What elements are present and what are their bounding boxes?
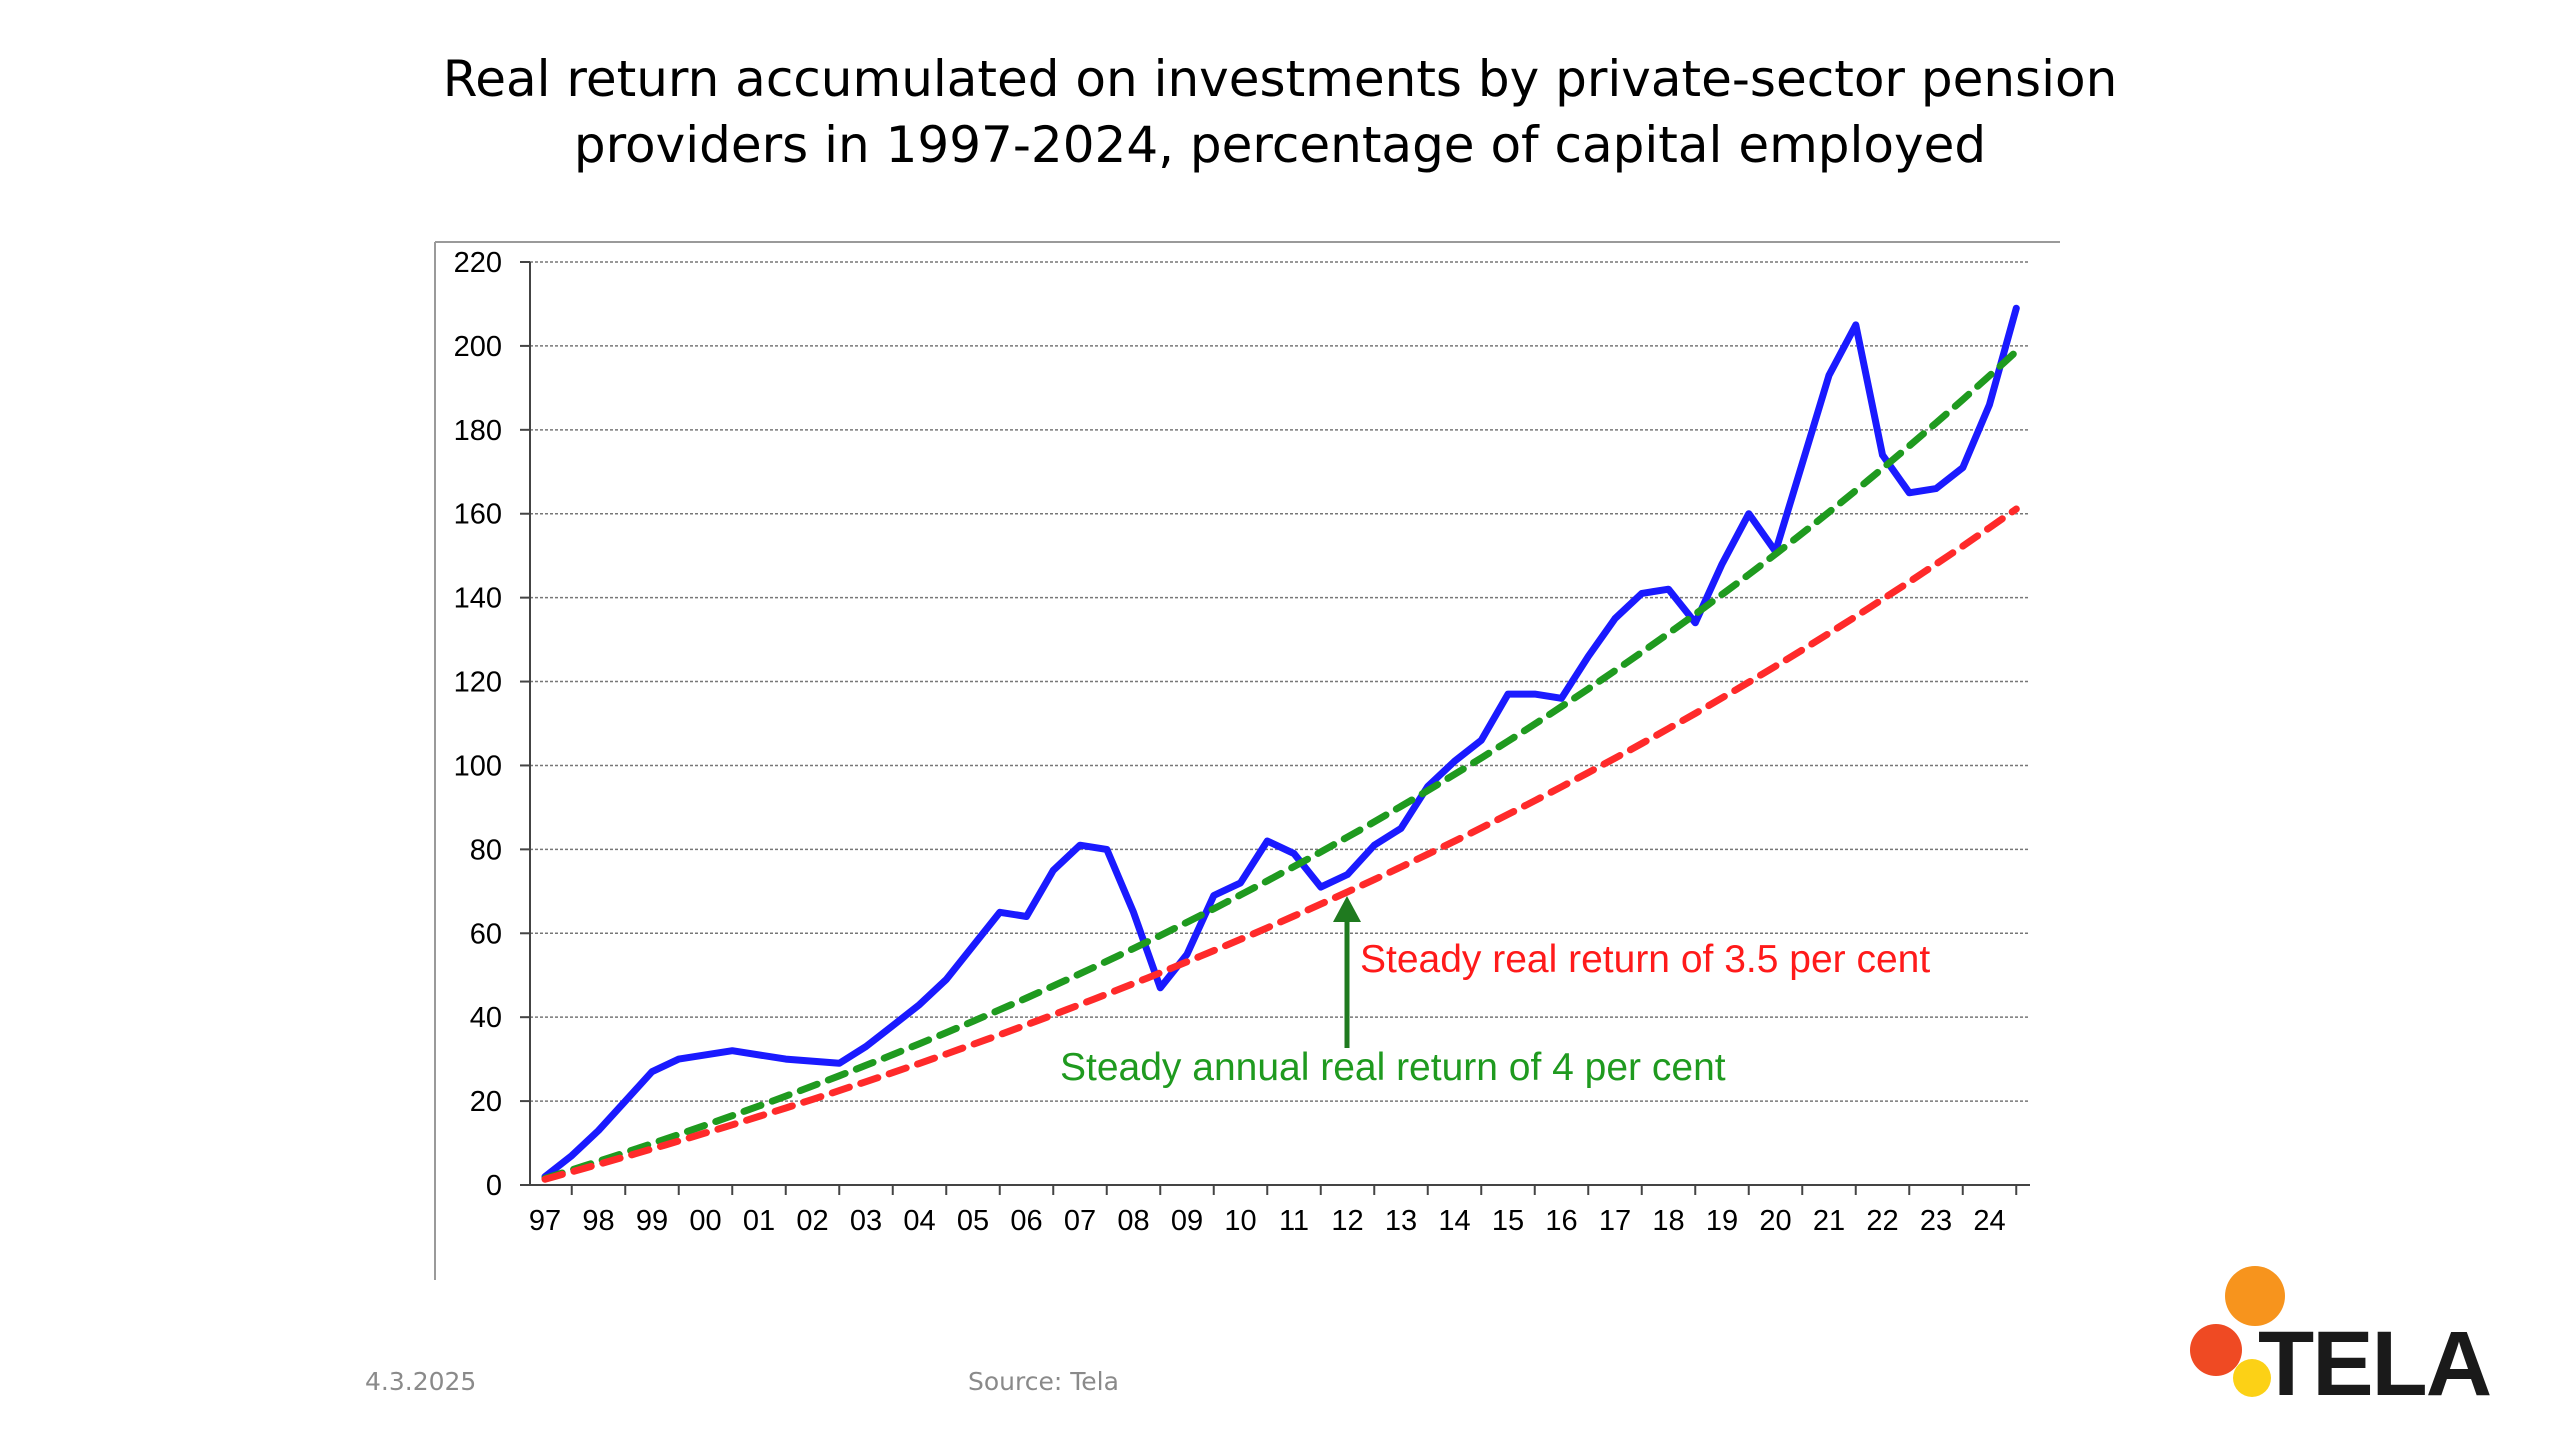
y-tick-label: 100 [454,750,502,782]
x-tick-label: 02 [796,1205,828,1237]
annotation-4-percent: Steady annual real return of 4 per cent [1060,1046,1726,1089]
x-tick-label: 10 [1224,1205,1256,1237]
y-tick-label: 60 [470,918,502,950]
logo-yellow-dot [2233,1359,2271,1397]
x-tick-label: 16 [1545,1205,1577,1237]
y-tick-label: 180 [454,415,502,447]
y-tick-label: 140 [454,583,502,615]
x-tick-label: 04 [903,1205,935,1237]
x-tick-label: 00 [689,1205,721,1237]
x-tick-label: 05 [957,1205,989,1237]
x-tick-label: 18 [1652,1205,1684,1237]
x-tick-label: 97 [529,1205,561,1237]
x-tick-label: 19 [1706,1205,1738,1237]
y-tick-label: 80 [470,834,502,866]
x-tick-label: 15 [1492,1205,1524,1237]
series-lines [541,304,2020,1183]
y-tick-label: 160 [454,499,502,531]
x-tick-label: 13 [1385,1205,1417,1237]
logo-red-dot [2190,1324,2242,1376]
x-tick-label: 20 [1759,1205,1791,1237]
y-tick-label: 0 [486,1170,502,1202]
x-tick-label: 01 [743,1205,775,1237]
axes [520,261,2030,1195]
chart-title-line-2: providers in 1997-2024, percentage of ca… [573,116,1987,174]
x-tick-labels: 97 98 99 00 01 02 03 04 05 06 07 08 09 10 11 12 13 14 15 16… [529,1205,2006,1237]
grid-lines [530,261,2030,1102]
x-tick-label: 24 [1973,1205,2005,1237]
chart-title-line-1: Real return accumulated on investments b… [442,50,2118,108]
x-tick-label: 12 [1331,1205,1363,1237]
series-line-steady35 [541,505,2020,1183]
x-tick-label: 14 [1438,1205,1470,1237]
annotation-3-5-percent: Steady real return of 3.5 per cent [1360,938,1930,981]
footer-source: Source: Tela [968,1367,1119,1396]
x-tick-label: 17 [1599,1205,1631,1237]
y-tick-label: 40 [470,1002,502,1034]
y-tick-label: 200 [454,331,502,363]
x-tick-label: 21 [1813,1205,1845,1237]
x-tick-label: 99 [636,1205,668,1237]
annotations: Steady real return of 3.5 per cent Stead… [1060,896,1930,1089]
y-tick-labels: 0 20 40 60 80 100 120 140 160 180 200 220 [454,247,502,1202]
x-tick-label: 08 [1117,1205,1149,1237]
logo-orange-dot [2225,1266,2285,1326]
y-tick-label: 120 [454,667,502,699]
x-tick-label: 07 [1064,1205,1096,1237]
footer-date: 4.3.2025 [365,1367,477,1396]
x-tick-label: 11 [1279,1205,1309,1237]
tela-logo-icon [2190,1266,2285,1397]
x-tick-label: 03 [850,1205,882,1237]
x-tick-label: 09 [1171,1205,1203,1237]
series-line-actual [541,304,2020,1181]
y-tick-label: 220 [454,247,502,279]
y-tick-label: 20 [470,1086,502,1118]
x-tick-label: 06 [1010,1205,1042,1237]
tela-logo-text: TELA [2258,1313,2492,1415]
annotation-arrow-head [1333,896,1361,922]
series-line-steady4 [541,347,2020,1182]
chart-frame [434,241,2060,1280]
x-tick-label: 22 [1866,1205,1898,1237]
x-tick-label: 98 [582,1205,614,1237]
chart-title: Real return accumulated on investments b… [0,46,2560,178]
x-tick-label: 23 [1920,1205,1952,1237]
